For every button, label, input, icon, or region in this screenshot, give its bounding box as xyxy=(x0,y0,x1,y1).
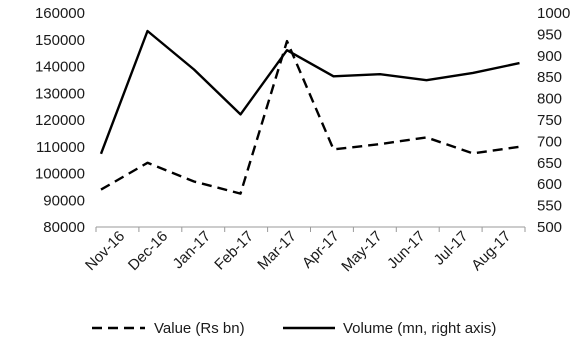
right-y-axis: 500 550 600 650 700 750 800 850 900 950 1000 xyxy=(537,5,570,236)
right-y-tick-label: 500 xyxy=(537,219,562,236)
x-tick-label: Jul-17 xyxy=(431,228,472,269)
x-tick-label: Dec-16 xyxy=(125,228,171,274)
left-y-tick-label: 110000 xyxy=(36,139,85,156)
right-y-tick-label: 600 xyxy=(537,176,562,193)
left-y-tick-label: 130000 xyxy=(35,85,85,102)
x-tick-label: Feb-17 xyxy=(211,228,257,274)
left-y-tick-label: 160000 xyxy=(35,5,85,22)
right-y-tick-label: 850 xyxy=(537,69,562,86)
right-y-tick-label: 650 xyxy=(537,155,562,172)
legend-label: Value (Rs bn) xyxy=(154,320,245,337)
left-y-tick-label: 80000 xyxy=(43,219,85,236)
left-y-tick-label: 90000 xyxy=(43,192,85,209)
x-tick-label: May-17 xyxy=(338,228,385,275)
right-y-tick-label: 550 xyxy=(537,198,562,215)
series-layer xyxy=(99,29,520,195)
x-tick-label: Jan-17 xyxy=(170,228,214,272)
x-tick-label: Nov-16 xyxy=(82,228,128,274)
right-y-tick-label: 1000 xyxy=(537,5,570,22)
right-y-tick-label: 900 xyxy=(537,48,562,65)
left-y-tick-label: 140000 xyxy=(35,59,85,76)
x-tick-label: Aug-17 xyxy=(468,228,514,274)
left-y-tick-label: 150000 xyxy=(35,32,85,49)
series-line-value xyxy=(100,39,520,195)
legend-label: Volume (mn, right axis) xyxy=(343,320,496,337)
x-tick-label: Apr-17 xyxy=(299,228,343,272)
x-tick-label: Jun-17 xyxy=(384,228,428,272)
left-y-axis: 80000 90000 100000 110000 120000 130000 140000… xyxy=(35,5,85,236)
right-y-tick-label: 800 xyxy=(537,91,562,108)
right-y-tick-label: 950 xyxy=(537,26,562,43)
legend: Value (Rs bn) Volume (mn, right axis) xyxy=(92,320,496,337)
left-y-tick-label: 120000 xyxy=(35,112,85,129)
left-y-tick-label: 100000 xyxy=(35,166,85,183)
series-line-volume xyxy=(99,29,520,155)
right-y-tick-label: 750 xyxy=(537,112,562,129)
right-y-tick-label: 700 xyxy=(537,133,562,150)
x-tick-label: Mar-17 xyxy=(254,228,300,274)
